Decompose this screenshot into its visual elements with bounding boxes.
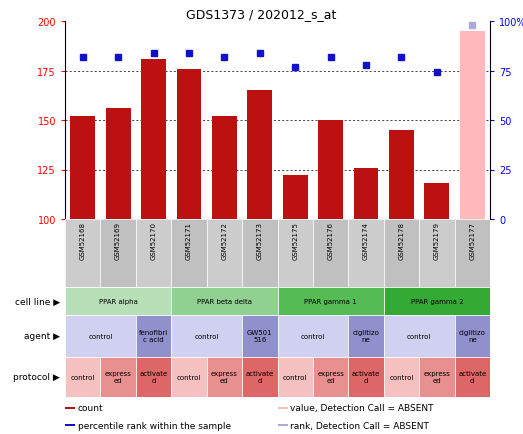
Bar <box>171 357 207 397</box>
Text: activate
d: activate d <box>458 371 486 384</box>
Bar <box>460 32 485 220</box>
Bar <box>354 168 379 220</box>
Text: activate
d: activate d <box>246 371 274 384</box>
Text: ciglitizo
ne: ciglitizo ne <box>353 330 380 343</box>
Text: PPAR beta delta: PPAR beta delta <box>197 298 252 304</box>
Text: GSM52176: GSM52176 <box>327 221 334 260</box>
Bar <box>212 117 237 220</box>
Bar <box>65 407 75 409</box>
Text: GDS1373 / 202012_s_at: GDS1373 / 202012_s_at <box>186 8 337 21</box>
Text: GSM52169: GSM52169 <box>115 221 121 260</box>
Bar <box>141 59 166 220</box>
Text: GSM52175: GSM52175 <box>292 221 298 260</box>
Bar <box>65 357 100 397</box>
Text: GW501
516: GW501 516 <box>247 330 272 343</box>
Bar <box>242 220 278 287</box>
Bar <box>177 69 201 220</box>
Bar <box>313 357 348 397</box>
Text: PPAR gamma 2: PPAR gamma 2 <box>411 298 463 304</box>
Text: GSM52174: GSM52174 <box>363 221 369 260</box>
Bar <box>100 357 136 397</box>
Text: control: control <box>389 374 414 380</box>
Bar <box>70 117 95 220</box>
Bar <box>207 220 242 287</box>
Text: agent ▶: agent ▶ <box>24 332 60 341</box>
Text: control: control <box>195 333 219 339</box>
Text: express
ed: express ed <box>211 371 238 384</box>
Text: cell line ▶: cell line ▶ <box>15 297 60 306</box>
Bar <box>136 357 171 397</box>
Bar <box>65 287 171 315</box>
Text: PPAR gamma 1: PPAR gamma 1 <box>304 298 357 304</box>
Bar <box>348 357 384 397</box>
Text: value, Detection Call = ABSENT: value, Detection Call = ABSENT <box>290 403 434 412</box>
Text: control: control <box>71 374 95 380</box>
Text: ciglitizo
ne: ciglitizo ne <box>459 330 486 343</box>
Text: GSM52171: GSM52171 <box>186 221 192 260</box>
Bar <box>278 424 288 426</box>
Bar <box>278 315 348 357</box>
Bar <box>454 315 490 357</box>
Text: control: control <box>88 333 112 339</box>
Bar <box>283 176 308 220</box>
Bar <box>207 357 242 397</box>
Text: GSM52178: GSM52178 <box>399 221 404 260</box>
Bar <box>389 131 414 220</box>
Bar <box>348 315 384 357</box>
Bar <box>313 220 348 287</box>
Text: express
ed: express ed <box>317 371 344 384</box>
Bar <box>278 407 288 409</box>
Text: fenofibri
c acid: fenofibri c acid <box>139 330 168 343</box>
Text: rank, Detection Call = ABSENT: rank, Detection Call = ABSENT <box>290 421 429 430</box>
Bar <box>278 357 313 397</box>
Bar <box>65 315 136 357</box>
Text: percentile rank within the sample: percentile rank within the sample <box>78 421 231 430</box>
Bar <box>171 220 207 287</box>
Bar <box>136 315 171 357</box>
Bar <box>65 424 75 426</box>
Text: GSM52179: GSM52179 <box>434 221 440 260</box>
Text: control: control <box>301 333 325 339</box>
Text: GSM52172: GSM52172 <box>221 221 228 260</box>
Bar <box>278 287 384 315</box>
Text: protocol ▶: protocol ▶ <box>13 373 60 381</box>
Bar <box>136 220 171 287</box>
Bar <box>171 315 242 357</box>
Bar <box>454 220 490 287</box>
Bar <box>384 357 419 397</box>
Bar <box>419 220 454 287</box>
Bar <box>454 357 490 397</box>
Bar <box>106 109 131 220</box>
Text: activate
d: activate d <box>140 371 168 384</box>
Bar <box>100 220 136 287</box>
Bar <box>384 287 490 315</box>
Bar <box>65 220 100 287</box>
Text: express
ed: express ed <box>105 371 132 384</box>
Bar <box>425 184 449 220</box>
Text: GSM52177: GSM52177 <box>469 221 475 260</box>
Text: activate
d: activate d <box>352 371 380 384</box>
Bar <box>384 220 419 287</box>
Bar <box>242 315 278 357</box>
Text: express
ed: express ed <box>424 371 450 384</box>
Text: count: count <box>78 403 104 412</box>
Text: control: control <box>407 333 431 339</box>
Text: control: control <box>283 374 308 380</box>
Text: GSM52168: GSM52168 <box>79 221 86 260</box>
Text: control: control <box>177 374 201 380</box>
Text: PPAR alpha: PPAR alpha <box>99 298 138 304</box>
Bar <box>278 220 313 287</box>
Bar <box>318 121 343 220</box>
Text: GSM52170: GSM52170 <box>151 221 156 260</box>
Bar <box>242 357 278 397</box>
Text: GSM52173: GSM52173 <box>257 221 263 260</box>
Bar <box>247 91 272 220</box>
Bar <box>171 287 278 315</box>
Bar <box>348 220 384 287</box>
Bar <box>384 315 454 357</box>
Bar <box>419 357 454 397</box>
